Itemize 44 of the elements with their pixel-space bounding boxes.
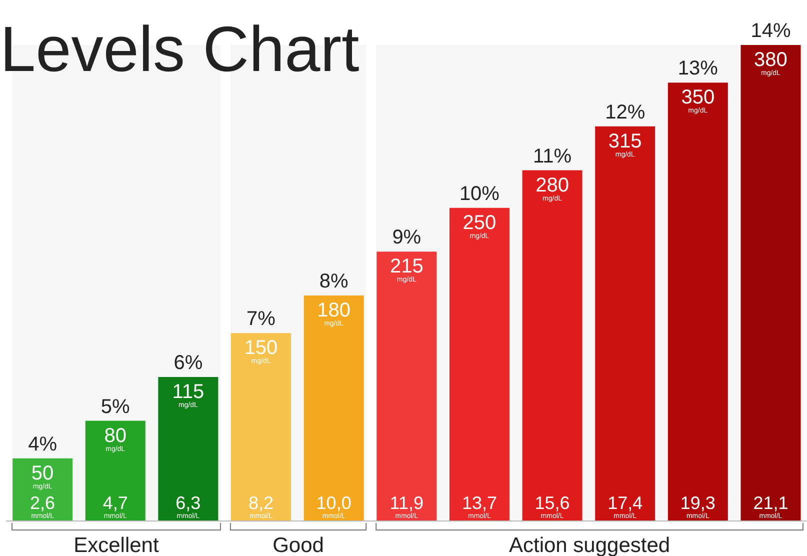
annotation: 8,2	[248, 493, 274, 513]
bar	[740, 45, 801, 521]
bar	[668, 82, 728, 521]
chart-title: Levels Chart	[0, 12, 360, 86]
bar	[231, 333, 292, 521]
annotation: 11,9	[390, 493, 424, 513]
x-tick-label: 13%	[678, 58, 718, 80]
data-label: 315	[608, 130, 642, 152]
band-label: Action suggested	[508, 534, 670, 556]
annotation: 17,4	[608, 493, 643, 513]
x-tick-label: 14%	[750, 20, 791, 42]
x-tick-label: 6%	[174, 352, 203, 374]
data-label: 380	[754, 49, 788, 71]
x-tick-label: 12%	[605, 101, 646, 124]
data-label: 115	[172, 380, 204, 403]
x-tick-label: 4%	[28, 433, 58, 456]
annotation: 4,7	[102, 493, 128, 513]
bar	[595, 126, 656, 521]
x-tick-label: 8%	[319, 270, 348, 293]
bar	[158, 376, 218, 521]
x-tick-label: 10%	[459, 182, 500, 205]
data-label: 250	[462, 212, 496, 234]
band-label: Excellent	[74, 534, 159, 556]
annotation: 6,3	[176, 493, 201, 513]
annotation: 13,7	[462, 493, 497, 513]
x-tick-label: 9%	[392, 226, 422, 249]
data-label: 50	[31, 462, 54, 484]
x-tick-label: 11%	[533, 145, 572, 168]
bar	[522, 170, 582, 521]
annotation: 21,1	[753, 493, 788, 513]
x-tick-label: 7%	[246, 308, 276, 330]
band-label: Good	[272, 534, 324, 556]
data-label: 150	[244, 337, 278, 360]
annotation: 15,6	[534, 493, 570, 513]
bar	[376, 252, 437, 521]
bar	[304, 296, 364, 521]
data-label: 80	[104, 424, 126, 447]
bar	[85, 420, 146, 521]
bar	[449, 208, 510, 521]
data-label: 280	[536, 174, 569, 196]
annotation: 10,0	[316, 493, 352, 513]
annotation: 19,3	[680, 493, 716, 513]
annotation: 2,6	[30, 493, 56, 513]
x-tick-label: 5%	[100, 396, 130, 418]
